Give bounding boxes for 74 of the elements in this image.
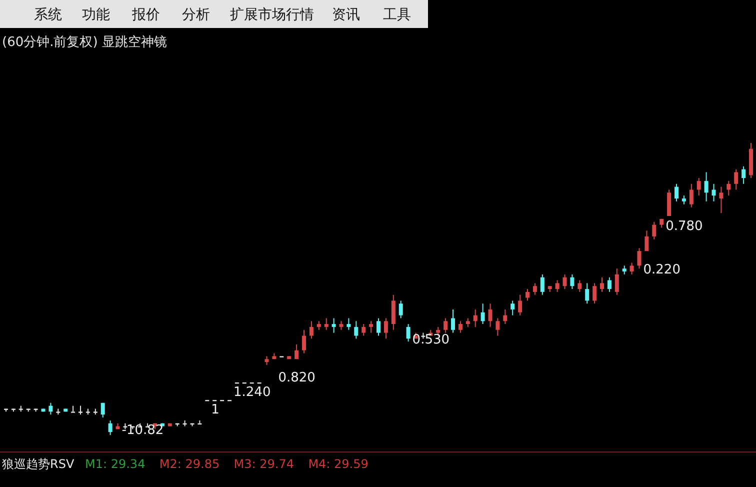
candlestick (704, 172, 708, 202)
candlestick (614, 268, 619, 296)
candlestick (309, 320, 314, 340)
text: 功能 (82, 7, 110, 23)
annotation: -10.82 (122, 423, 164, 438)
candlestick (540, 274, 544, 296)
annotation: 1 (211, 402, 220, 418)
candlestick (696, 178, 701, 196)
text: M2: 29.85 (159, 457, 220, 471)
candlestick (667, 189, 672, 216)
text: M4: 29.59 (308, 457, 368, 471)
candlestick (369, 320, 374, 334)
candlestick (391, 294, 396, 330)
text: 分析 (182, 7, 210, 23)
candlestick (607, 276, 612, 292)
candlestick (734, 168, 738, 190)
candlestick (451, 308, 455, 334)
candlestick (406, 324, 410, 342)
candlestick (362, 324, 366, 336)
candlestick (346, 318, 351, 330)
candlestick (384, 318, 388, 340)
candlestick (332, 318, 336, 334)
annotation: 0.820 (278, 370, 316, 386)
candlestick (324, 318, 328, 330)
candlestick (562, 274, 567, 290)
candlestick (637, 248, 642, 270)
candlestick (100, 402, 105, 418)
text: 系统 (34, 7, 62, 23)
text: 工具 (383, 7, 411, 23)
candlestick (518, 294, 522, 316)
candlestick (48, 402, 53, 416)
text: 报价 (131, 7, 160, 23)
candlestick (503, 308, 508, 325)
candlestick (742, 166, 746, 184)
candlestick (592, 282, 597, 304)
candlestick (719, 186, 724, 214)
candlestick (480, 303, 485, 325)
candlestick (71, 405, 76, 413)
candlestick (496, 318, 500, 336)
candlestick (488, 303, 492, 328)
text: 狼巡趋势RSV (2, 457, 75, 471)
annotation: 0.220 (643, 262, 680, 278)
candlestick (585, 282, 590, 304)
candlestick (532, 282, 537, 296)
candlestick (555, 280, 560, 292)
text: 资讯 (332, 7, 360, 23)
candlestick (644, 230, 649, 252)
text: M3: 29.74 (234, 457, 294, 471)
candlestick (354, 320, 358, 340)
annotation: 1.240 (234, 385, 271, 400)
annotation: 0.530 (412, 332, 450, 348)
text: 扩展市场行情 (230, 7, 314, 23)
candlestick (108, 420, 112, 436)
candlestick (652, 221, 656, 240)
annotation: 0.780 (666, 218, 703, 234)
chart-title: (60分钟.前复权) 显跳空神镜 (2, 35, 167, 50)
candlestick (726, 180, 731, 196)
candlestick (458, 320, 462, 334)
candlestick (376, 318, 380, 336)
candlestick (510, 300, 515, 316)
candlestick (630, 262, 634, 275)
candlestick (600, 276, 604, 292)
candlestick (570, 274, 574, 290)
candlestick (526, 288, 530, 302)
candlestick (302, 329, 306, 354)
candlestick (398, 300, 403, 319)
candlestick (578, 280, 582, 292)
candlestick (712, 183, 716, 202)
candlestick (294, 344, 299, 360)
text: M1: 29.34 (85, 457, 146, 471)
candlestick (689, 183, 694, 208)
candlestick (674, 183, 678, 202)
candlestick (444, 318, 448, 334)
candlestick (473, 308, 478, 328)
